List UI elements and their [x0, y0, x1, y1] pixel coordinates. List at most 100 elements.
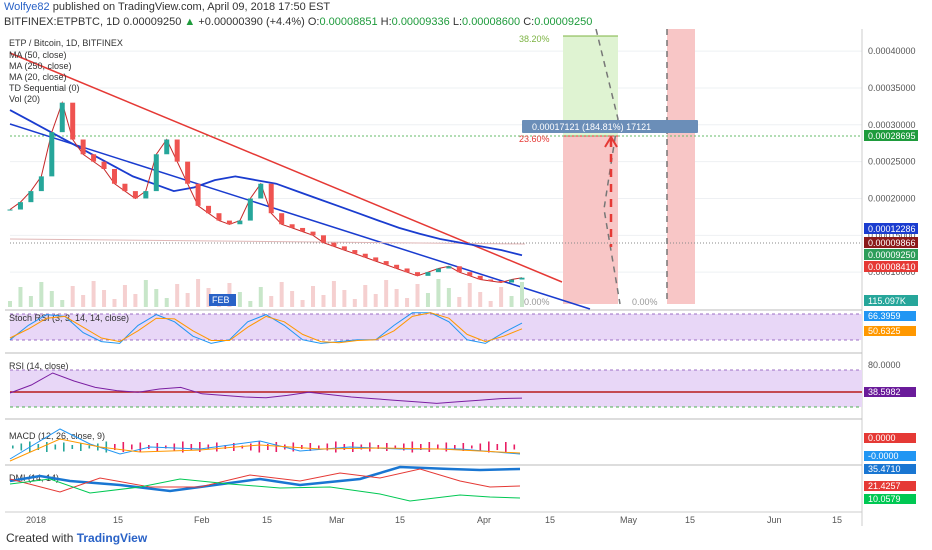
macd-bar [173, 443, 176, 451]
footer: Created with TradingView [0, 526, 932, 550]
macd-bar [428, 442, 431, 452]
candle [49, 132, 55, 177]
macd-bar [12, 445, 14, 449]
fib-0-label-a: 0.00% [524, 297, 550, 307]
volume-bar [373, 294, 378, 307]
volume-bar [520, 282, 524, 307]
candle [122, 183, 128, 192]
price-label-bg-0 [864, 130, 918, 141]
macd-bar [496, 444, 499, 450]
macd-bar [454, 445, 456, 449]
volume-bar [405, 298, 410, 307]
di-plus-value: 10.0579 [868, 494, 901, 504]
volume-bar [394, 289, 399, 307]
volume-bar [290, 291, 295, 307]
candle [488, 279, 494, 281]
macd-bar [131, 444, 133, 450]
price-label-bg-4 [864, 261, 918, 272]
price-tick-0: 0.00040000 [868, 46, 916, 56]
volume-bar [258, 287, 263, 307]
candlesticks [7, 102, 525, 283]
candle [446, 266, 452, 269]
time-tick-4: Mar [329, 515, 345, 525]
candle [320, 235, 326, 243]
candle [174, 139, 180, 162]
price-tick-1: 0.00035000 [868, 83, 916, 93]
volume-bar [269, 296, 274, 307]
macd-bar [445, 442, 448, 452]
volume-bar [467, 283, 472, 307]
change-value: +0.00000390 (+4.4%) [198, 16, 305, 28]
measure-badge [522, 120, 698, 133]
time-tick-2: Feb [194, 515, 210, 525]
change-arrow-icon: ▲ [184, 16, 196, 28]
macd-bar [207, 444, 210, 450]
candle [132, 191, 138, 199]
legend-ma250: MA (250, close) [9, 61, 72, 71]
candle [206, 205, 212, 214]
close-value: 0.00009250 [534, 16, 593, 28]
candle [237, 220, 243, 225]
low-value: 0.00008600 [462, 16, 521, 28]
volume-series [8, 279, 524, 307]
macd-bar [309, 443, 312, 451]
macd-bar [54, 444, 57, 450]
candle [498, 281, 504, 283]
time-tick-9: 15 [685, 515, 695, 525]
macd-bar [63, 442, 65, 452]
tradingview-logo[interactable]: TradingView [76, 531, 148, 545]
stoch-label: Stoch RSI (3, 3, 14, 14, close) [9, 313, 129, 323]
chart-canvas[interactable]: 38.20% 23.60% 0.00% 0.00% 0.00017121 (18… [0, 29, 932, 526]
volume-bar [279, 282, 284, 307]
candle [477, 275, 483, 280]
candle [425, 272, 431, 276]
macd-bar [37, 444, 40, 450]
baseline-pink [9, 238, 526, 245]
volume-bar [331, 281, 336, 307]
macd-bar [139, 442, 142, 452]
volume-bar [363, 285, 368, 307]
price-pane[interactable] [5, 29, 862, 309]
stoch-k-line [9, 312, 523, 344]
macd-bar [88, 445, 91, 449]
stoch-band [10, 314, 862, 340]
volume-bar [509, 296, 514, 307]
candle [289, 224, 295, 228]
price-axis[interactable]: 0.00040000 0.00035000 0.00030000 0.00025000… [868, 46, 916, 277]
candle [404, 268, 410, 273]
volume-bar [196, 279, 201, 307]
candle [195, 183, 201, 206]
macd-label: MACD (12, 26, close, 9) [9, 431, 105, 441]
candle [341, 246, 347, 251]
adx-value: 35.4710 [868, 464, 901, 474]
candle [28, 191, 34, 203]
macd-bar [46, 442, 48, 452]
di-plus-line [9, 478, 521, 502]
candle [394, 264, 400, 269]
candle [111, 169, 117, 184]
feb-marker-text: FEB [212, 295, 230, 305]
volume-bar [81, 295, 86, 307]
candle [258, 183, 264, 199]
author-link[interactable]: Wolfye82 [4, 1, 50, 13]
fib-zone-green [563, 36, 618, 136]
volume-bar [112, 299, 117, 307]
symbol-text: BITFINEX:ETPBTC, 1D [4, 16, 121, 28]
candle [247, 198, 253, 221]
macd-bar [250, 443, 252, 451]
candle [362, 253, 368, 258]
time-tick-5: 15 [395, 515, 405, 525]
time-axis[interactable]: 2018 15 Feb 15 Mar 15 Apr 15 May 15 Jun 15 [26, 515, 842, 525]
low-label: L: [452, 16, 463, 28]
price-label-bg-1 [864, 223, 918, 234]
time-tick-7: 15 [545, 515, 555, 525]
macd-bar [411, 441, 414, 453]
candle [331, 242, 337, 247]
candle [7, 209, 13, 211]
price-tick-5: 0.00015000 [868, 230, 916, 240]
time-tick-0: 2018 [26, 515, 46, 525]
rsi-band [10, 370, 862, 407]
macd-bar [488, 441, 490, 453]
signal-line [9, 438, 521, 462]
macd-bar [335, 441, 337, 453]
